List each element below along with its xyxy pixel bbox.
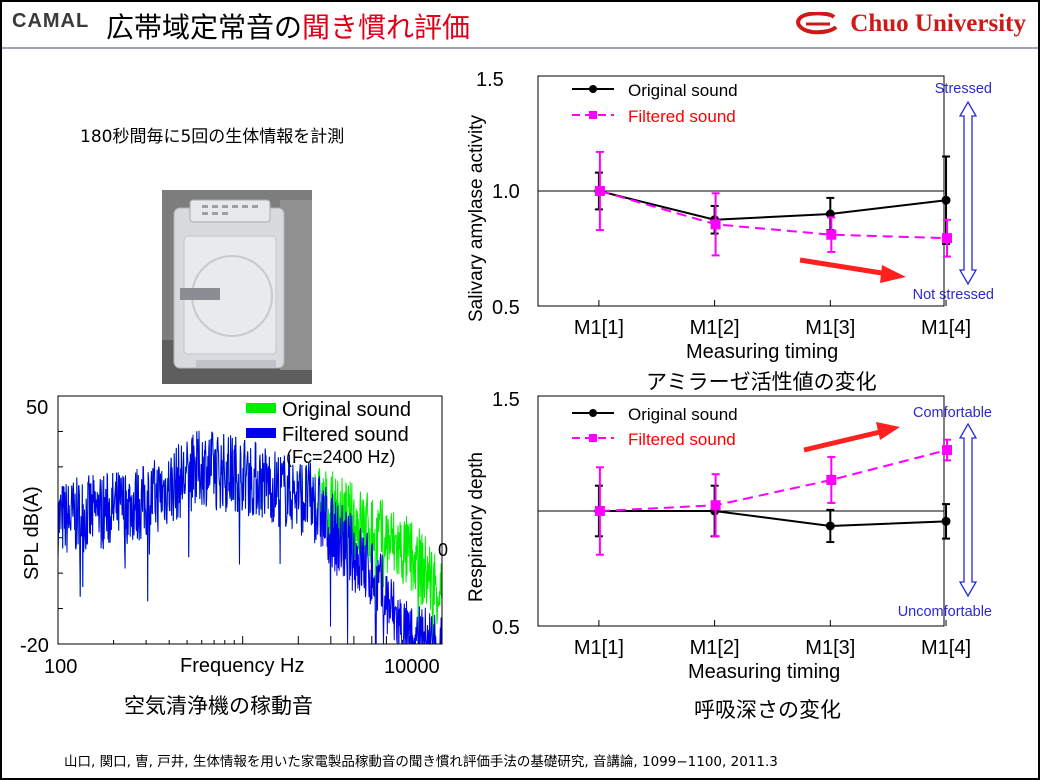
amylase-legend: Original sound Filtered sound [572,81,738,126]
amylase-y-label: Salivary amylase activity [466,115,487,322]
amylase-y-tick-0-5: 0.5 [492,297,520,319]
y-tick-bottom: -20 [20,635,49,657]
amylase-x-tick-label: M1[3] [805,317,855,339]
amylase-data-point [825,209,835,219]
scale-label-not-stressed: Not stressed [913,287,994,303]
title-red-part: 聞き慣れ評価 [302,11,471,44]
resp-x-tick-label: M1[1] [574,637,624,659]
x-axis-label: Frequency Hz [180,655,305,677]
air-purifier-icon [162,190,312,384]
university-name: Chuo University [850,10,1026,37]
chuo-university-logo: Chuo University [794,9,1026,39]
trend-arrow-up-icon [803,422,900,453]
y-axis-label: SPL dB(A) [21,486,43,580]
resp-data-point [710,500,721,511]
caption-respiration: 呼吸深さの変化 [694,698,841,722]
amylase-x-tick-label: M1[4] [921,317,971,339]
trend-arrow-down-icon [799,257,906,283]
amylase-data-point [710,219,721,230]
amylase-series-line [598,190,947,221]
filtered-sound-spectrum [57,430,443,645]
chuo-emblem-icon [796,12,838,35]
spectrum-chart: Original sound Filtered sound (Fc=2400 H… [20,395,450,678]
title-black-part: 広帯域定常音の [106,11,303,44]
legend-marker-original [589,409,597,417]
amylase-y-tick-1-0: 1.0 [492,181,520,203]
resp-data-point [942,445,953,456]
resp-y-tick-0-5: 0.5 [492,617,520,639]
resp-x-label: Measuring timing [688,661,840,683]
resp-series-line [598,510,947,527]
slide-header: CAMAL 広帯域定常音の聞き慣れ評価 Chuo University [2,2,1038,46]
amylase-data-layer: M1[1] M1[2] M1[3] M1[4] [538,150,971,339]
caption-amylase: アミラーゼ活性値の変化 [646,370,877,394]
scale-label-stressed: Stressed [935,81,992,97]
amylase-data-point [826,229,837,240]
legend-marker-original [589,85,597,93]
legend-swatch-original [246,403,276,413]
x-tick-10000: 10000 [384,656,440,678]
resp-y-label: Respiratory depth [466,452,487,602]
amylase-x-tick-label: M1[1] [574,317,624,339]
amylase-data-point [594,186,605,196]
resp-data-point [826,474,837,485]
legend-marker-filtered [589,111,597,119]
amylase-legend-filtered: Filtered sound [628,107,736,126]
slide-title: 広帯域定常音の聞き慣れ評価 [106,6,470,46]
header-rule [2,47,1038,49]
legend-swatch-filtered [246,428,276,438]
spectrum-legend: Original sound Filtered sound (Fc=2400 H… [246,399,411,467]
amylase-legend-original: Original sound [628,81,738,100]
citation: 山口, 関口, 曺, 戸井, 生体情報を用いた家電製品稼動音の聞き慣れ評価手法の… [64,754,778,770]
resp-data-point [594,506,605,516]
cutoff-note: (Fc=2400 Hz) [286,447,396,467]
amylase-series-line [599,190,948,240]
amylase-y-tick-1-5: 1.5 [476,69,504,91]
air-purifier-photo [162,190,312,384]
resp-data-point [825,521,835,531]
amylase-chart: M1[1] M1[2] M1[3] M1[4] 1.5 1.0 0.5 Salivar… [466,69,994,363]
resp-legend-filtered: Filtered sound [628,430,736,449]
measurement-description: 180秒間毎に5回の生体情報を計測 [80,127,345,147]
double-arrow-icon [958,100,978,286]
resp-x-tick-label: M1[4] [921,637,971,659]
resp-x-tick-label: M1[2] [690,637,740,659]
amylase-x-label: Measuring timing [686,341,838,363]
resp-y-tick-1-5: 1.5 [492,389,520,411]
legend-marker-filtered [589,434,597,442]
legend-label-original: Original sound [282,399,411,421]
caption-spectrum: 空気清浄機の稼動音 [124,694,313,718]
camal-logo: CAMAL [12,10,90,32]
resp-x-tick-label: M1[3] [805,637,855,659]
stray-label: 0 . [438,540,450,560]
resp-data-point [941,516,951,526]
respiration-chart: M1[1] M1[2] M1[3] M1[4] 1.5 0.5 Respiratory… [466,389,992,683]
x-tick-100: 100 [44,656,77,678]
scale-label-uncomfortable: Uncomfortable [898,604,992,620]
amylase-x-tick-label: M1[2] [690,317,740,339]
legend-label-filtered: Filtered sound [282,424,409,446]
respiration-data-layer: M1[1] M1[2] M1[3] M1[4] [538,438,971,659]
resp-legend-original: Original sound [628,405,738,424]
double-arrow-icon [958,422,978,598]
y-tick-top: 50 [26,397,48,419]
resp-series-line [599,449,948,512]
amylase-data-point [942,233,953,244]
scale-label-comfortable: Comfortable [913,405,992,421]
resp-legend: Original sound Filtered sound [572,405,738,449]
amylase-data-point [941,195,951,205]
